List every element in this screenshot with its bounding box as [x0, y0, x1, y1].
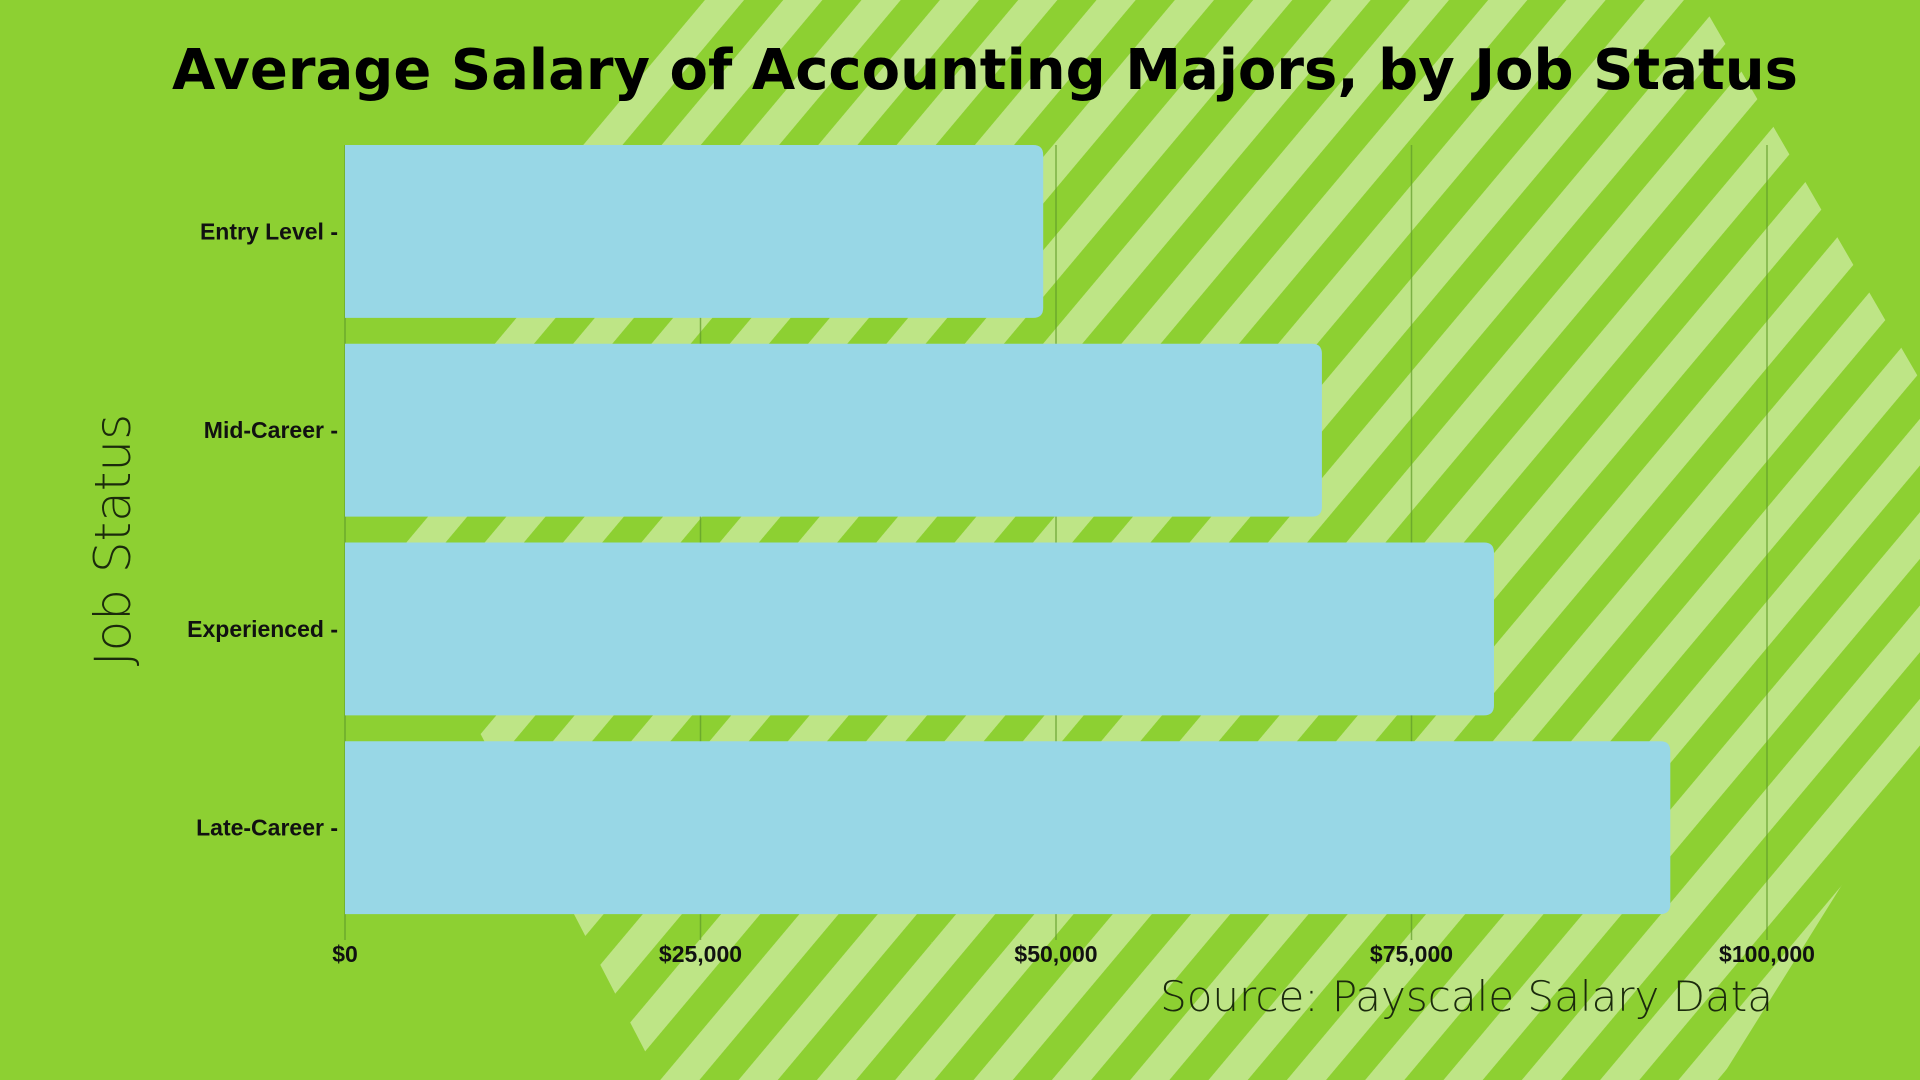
bars [345, 145, 1671, 915]
bar-late-career [345, 741, 1671, 915]
category-axis-labels: Entry Level - Mid-Career - Experienced - La… [187, 218, 338, 840]
x-tick-label-2: $50,000 [1014, 941, 1097, 967]
x-tick-label-0: $0 [332, 941, 358, 967]
bar-entry-level [345, 145, 1044, 318]
category-label-experienced: Experienced - [187, 616, 338, 642]
x-tick-label-3: $75,000 [1370, 941, 1453, 967]
bar-mid-career [345, 343, 1322, 517]
category-label-entry-level: Entry Level - [200, 218, 338, 244]
value-axis-labels: $0 $25,000 $50,000 $75,000 $100,000 [332, 941, 1815, 967]
x-tick-label-1: $25,000 [659, 941, 742, 967]
category-label-mid-career: Mid-Career - [204, 417, 338, 443]
category-label-late-career: Late-Career - [196, 815, 338, 841]
source-note: Source: Payscale Salary Data [1160, 972, 1773, 1021]
x-tick-label-4: $100,000 [1719, 941, 1815, 967]
bar-experienced [345, 542, 1494, 716]
chart-title: Average Salary of Accounting Majors, by … [172, 38, 1798, 103]
